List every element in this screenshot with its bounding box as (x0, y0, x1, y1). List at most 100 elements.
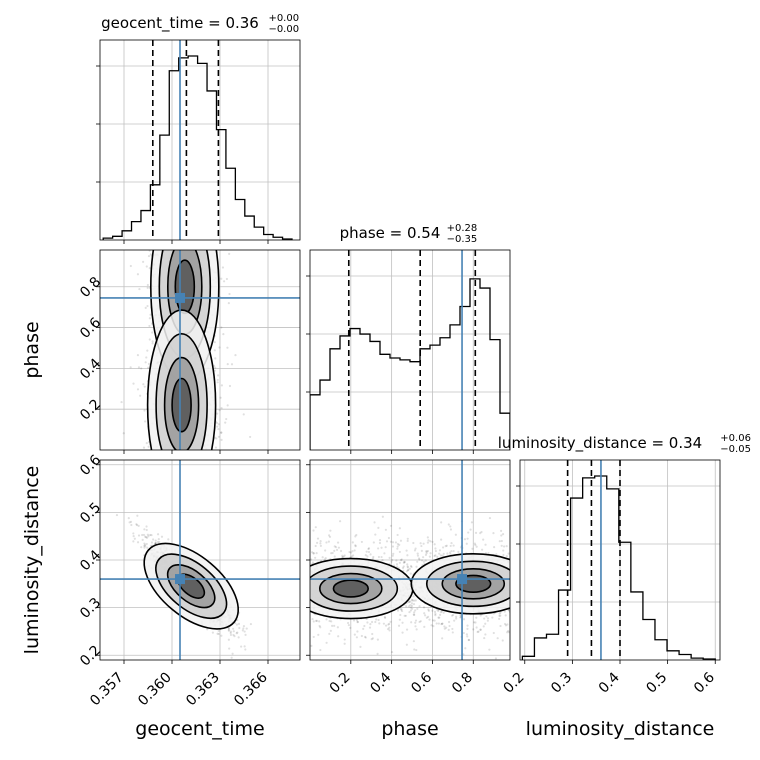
title-lower-error: −0.05 (720, 444, 751, 455)
sample-point (318, 620, 321, 623)
sample-point (433, 543, 436, 546)
sample-point (396, 547, 399, 550)
sample-point (382, 622, 385, 625)
histogram-step (521, 475, 716, 660)
sample-point (427, 615, 430, 618)
sample-point (115, 513, 119, 517)
sample-point (144, 536, 148, 539)
sample-point (120, 400, 123, 404)
sample-point (416, 552, 419, 555)
sample-point (331, 551, 334, 555)
sample-point (135, 523, 138, 526)
sample-point (501, 533, 505, 536)
sample-point (227, 302, 230, 305)
sample-point (399, 559, 403, 562)
sample-point (425, 552, 428, 555)
sample-point (217, 435, 220, 438)
sample-point (415, 565, 418, 568)
sample-point (221, 266, 225, 269)
panel-border (309, 249, 511, 451)
sample-point (425, 550, 429, 553)
sample-point (148, 324, 151, 328)
sample-point (407, 568, 410, 572)
sample-point (224, 421, 227, 424)
sample-point (424, 614, 427, 617)
sample-point (141, 533, 144, 537)
sample-point (147, 254, 151, 258)
sample-point (446, 552, 449, 555)
sample-point (440, 521, 443, 524)
sample-point (143, 546, 146, 549)
sample-point (342, 555, 345, 558)
sample-point (492, 532, 495, 535)
sample-point (426, 536, 429, 539)
sample-point (225, 277, 228, 281)
sample-point (217, 632, 220, 636)
sample-point (145, 442, 148, 445)
sample-point (236, 631, 239, 634)
sample-point (157, 537, 160, 541)
sample-point (484, 622, 487, 625)
sample-point (222, 280, 226, 283)
sample-point (474, 621, 477, 624)
sample-point (451, 627, 454, 631)
sample-point (147, 362, 151, 365)
sample-point (325, 541, 328, 544)
x-tick-label: 0.3 (548, 670, 575, 697)
sample-point (455, 615, 458, 618)
sample-point (355, 636, 358, 639)
sample-point (227, 627, 230, 630)
sample-point (434, 614, 437, 617)
sample-point (132, 540, 135, 543)
sample-point (496, 637, 499, 640)
sample-point (391, 558, 394, 562)
title-upper-error: +0.00 (268, 13, 299, 24)
sample-point (475, 616, 478, 619)
sample-point (327, 540, 330, 543)
sample-point (384, 546, 387, 549)
sample-point (422, 556, 425, 559)
sample-point (140, 546, 143, 549)
panel-title: phase = 0.54 (340, 224, 441, 242)
sample-point (412, 595, 415, 598)
histogram-step (102, 55, 293, 240)
sample-point (390, 560, 393, 563)
sample-point (145, 536, 149, 539)
sample-point (399, 539, 403, 542)
sample-point (129, 264, 132, 268)
sample-point (388, 622, 391, 625)
sample-point (130, 523, 133, 527)
joint-phase-luminosity_distance (310, 460, 510, 660)
sample-point (377, 618, 380, 622)
sample-point (439, 611, 442, 614)
sample-point (409, 572, 412, 575)
sample-point (487, 551, 490, 555)
sample-point (314, 556, 317, 559)
sample-point (364, 554, 367, 557)
sample-point (315, 551, 318, 555)
sample-point (450, 550, 453, 553)
sample-point (507, 609, 510, 612)
sample-point (149, 533, 152, 537)
sample-point (220, 277, 223, 280)
sample-point (500, 544, 503, 547)
sample-point (467, 638, 471, 642)
sample-point (351, 550, 354, 553)
histogram-luminosity_distance (521, 460, 716, 660)
sample-point (389, 524, 393, 527)
sample-point (466, 624, 469, 627)
sample-point (349, 626, 352, 629)
sample-point (443, 627, 446, 630)
sample-point (462, 653, 465, 656)
density-contour (174, 259, 196, 315)
sample-point (414, 547, 417, 550)
sample-point (388, 626, 391, 629)
sample-point (427, 539, 430, 542)
sample-point (341, 554, 344, 557)
sample-point (333, 555, 336, 558)
sample-point (144, 545, 147, 548)
sample-point (454, 533, 457, 536)
title-lower-error: −0.00 (268, 24, 299, 35)
sample-point (408, 600, 411, 603)
sample-point (423, 625, 426, 628)
